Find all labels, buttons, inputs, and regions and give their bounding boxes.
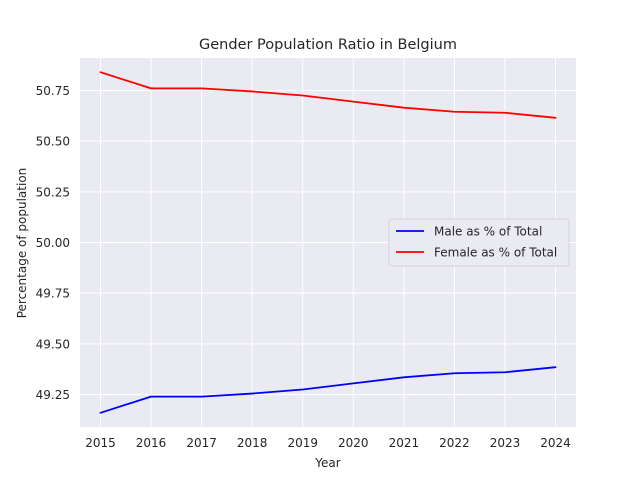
y-tick-label: 50.00 [36,236,70,250]
x-tick-label: 2024 [540,436,571,450]
x-tick-labels: 2015 2016 2017 2018 2019 2020 2021 2022 2023 2024 [85,436,571,450]
legend-box [388,218,570,267]
x-tick-label: 2020 [338,436,369,450]
x-tick-label: 2023 [490,436,521,450]
legend: Male as % of Total Female as % of Total [388,218,570,267]
y-tick-label: 49.25 [36,388,70,402]
series-line-female [99,71,557,119]
chart-title: Gender Population Ratio in Belgium [199,37,457,53]
y-tick-label: 49.75 [36,287,70,301]
y-tick-label: 50.25 [36,185,70,199]
x-tick-label: 2019 [287,436,318,450]
legend-label-male: Male as % of Total [434,225,542,239]
x-tick-label: 2015 [85,436,116,450]
y-tick-labels: 49.25 49.50 49.75 50.00 50.25 50.50 50.75 [36,84,70,402]
y-tick-label: 50.50 [36,135,70,149]
x-axis-label: Year [314,456,340,470]
x-tick-label: 2017 [186,436,217,450]
y-tick-label: 50.75 [36,84,70,98]
series-layer [99,71,557,414]
x-tick-label: 2018 [237,436,268,450]
legend-label-female: Female as % of Total [434,246,557,260]
x-tick-label: 2021 [389,436,420,450]
y-tick-label: 49.50 [36,337,70,351]
x-tick-label: 2016 [136,436,167,450]
y-axis-label: Percentage of population [15,168,29,319]
x-tick-label: 2022 [439,436,470,450]
series-line-male [99,366,557,414]
